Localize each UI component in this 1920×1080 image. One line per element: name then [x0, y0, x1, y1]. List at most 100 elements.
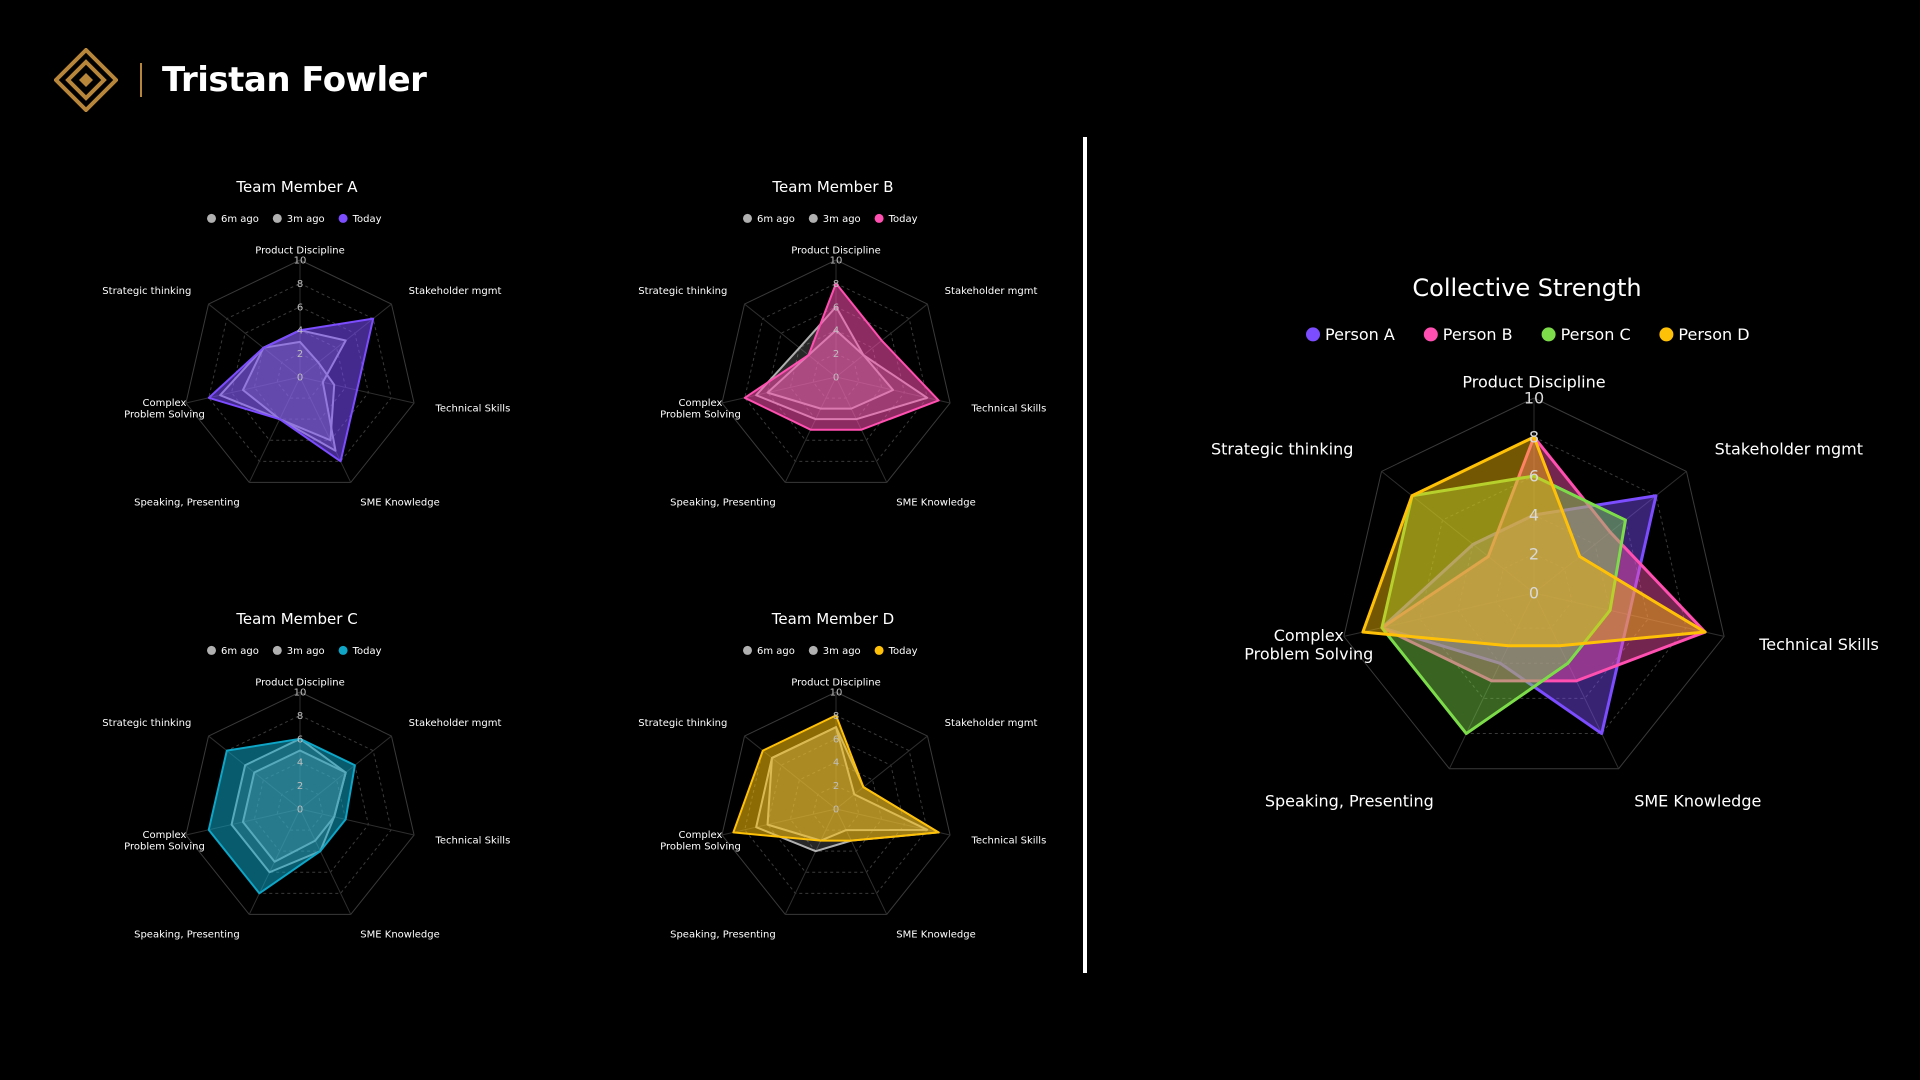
tick-label: 2 [833, 349, 839, 360]
axis-label-strategic-thinking: Strategic thinking [638, 286, 727, 297]
tick-label: 4 [833, 758, 839, 769]
axis-label-technical-skills: Technical Skills [971, 835, 1047, 846]
grid-ring [1343, 397, 1725, 770]
legend-item-3m-ago: 3m ago [808, 645, 861, 657]
axis-label-stakeholder-mgmt: Stakeholder mgmt [1715, 440, 1863, 459]
series-area-today [207, 737, 356, 895]
axis-label-sme-knowledge: SME Knowledge [896, 930, 975, 941]
tick-label: 10 [830, 688, 843, 699]
tick-label: 8 [1529, 428, 1539, 447]
axis-label-sme-knowledge: SME Knowledge [360, 498, 439, 509]
axis-label-product-discipline: Product Discipline [1462, 373, 1605, 392]
axis-label-complex-problem-solving: Complex Problem Solving [660, 398, 741, 421]
radar-chart-member-b: Team Member B 6m ago 3m ago Today 0 2 4 6 8 10Pro… [638, 178, 1047, 509]
grid-ring [767, 306, 905, 441]
legend-swatch [874, 645, 884, 655]
tick-label: 2 [1529, 545, 1539, 564]
legend-item-6m-ago: 6m ago [207, 213, 259, 225]
vertical-divider [1083, 137, 1087, 973]
radar-chart-member-c: Team Member C 6m ago 3m ago Today 0 2 4 6 8 10Pro… [102, 610, 510, 941]
tick-label: 10 [1524, 389, 1544, 408]
legend-item-3m-ago: 3m ago [808, 213, 861, 225]
legend-label: Person D [1678, 325, 1749, 344]
tick-label: 10 [294, 688, 307, 699]
axis-label-speaking-presenting: Speaking, Presenting [670, 930, 776, 941]
series-area-person-a [1380, 494, 1658, 736]
radar-chart-collective: Collective Strength Person A Person B Perso… [1211, 274, 1879, 811]
grid-ring [185, 691, 415, 915]
axis-label-stakeholder-mgmt: Stakeholder mgmt [409, 286, 502, 297]
grid-ring [1381, 436, 1687, 735]
legend-swatch [338, 213, 348, 223]
legend-swatch [1659, 327, 1674, 342]
axis-label-stakeholder-mgmt: Stakeholder mgmt [409, 718, 502, 729]
legend-item-today: Today [338, 213, 382, 225]
legend: 6m ago 3m ago Today [207, 213, 382, 225]
tick-label: 4 [1529, 506, 1539, 525]
chart-title: Collective Strength [1412, 274, 1641, 302]
chart-title: Team Member B [771, 178, 893, 196]
logo-diamond-icon [54, 48, 118, 112]
legend-label: 3m ago [287, 214, 325, 225]
legend-item-6m-ago: 6m ago [207, 645, 259, 657]
axis-label-sme-knowledge: SME Knowledge [1634, 792, 1761, 811]
tick-label: 10 [294, 256, 307, 267]
legend-item-today: Today [874, 213, 918, 225]
radar-chart-member-a: Team Member A 6m ago 3m ago Today 0 2 4 6 8 10Pro… [102, 178, 510, 509]
legend-label: 3m ago [823, 646, 861, 657]
legend-label: Today [888, 646, 918, 657]
axis-label-speaking-presenting: Speaking, Presenting [134, 930, 240, 941]
axis-label-stakeholder-mgmt: Stakeholder mgmt [945, 718, 1038, 729]
grid-ring [1419, 475, 1649, 699]
grid-ring [744, 282, 928, 462]
axis-label-sme-knowledge: SME Knowledge [896, 498, 975, 509]
axis-label-product-discipline: Product Discipline [791, 246, 881, 257]
axis-label-stakeholder-mgmt: Stakeholder mgmt [945, 286, 1038, 297]
legend-swatch [1423, 327, 1438, 342]
grid-spoke [1381, 471, 1535, 594]
axis-label-strategic-thinking: Strategic thinking [102, 286, 191, 297]
legend-item-person-b: Person B [1423, 325, 1513, 344]
legend-swatch [272, 213, 282, 223]
legend-label: Person A [1325, 325, 1395, 344]
axis-label-product-discipline: Product Discipline [255, 678, 345, 689]
legend-label: 6m ago [757, 646, 795, 657]
grid-ring [208, 282, 392, 462]
tick-label: 0 [297, 805, 303, 816]
tick-label: 2 [297, 781, 303, 792]
grid-ring [208, 714, 392, 894]
tick-label: 6 [833, 302, 839, 313]
series-area-today [732, 714, 940, 842]
grid-spoke [1343, 592, 1535, 637]
legend-label: 6m ago [221, 646, 259, 657]
axis-label-product-discipline: Product Discipline [791, 678, 881, 689]
chart-title: Team Member A [235, 178, 358, 196]
legend-label: Person B [1443, 325, 1513, 344]
legend: 6m ago 3m ago Today [743, 645, 918, 657]
axis-label-technical-skills: Technical Skills [971, 403, 1047, 414]
axis-label-strategic-thinking: Strategic thinking [638, 718, 727, 729]
legend-label: 6m ago [221, 214, 259, 225]
tick-label: 8 [297, 711, 303, 722]
tick-label: 4 [833, 326, 839, 337]
legend-swatch [1306, 327, 1320, 342]
legend-label: 6m ago [757, 214, 795, 225]
tick-label: 0 [1529, 584, 1539, 603]
legend-item-3m-ago: 3m ago [272, 213, 325, 225]
legend-item-6m-ago: 6m ago [743, 645, 795, 657]
chart-title: Team Member C [235, 610, 357, 628]
legend-item-person-c: Person C [1541, 325, 1631, 344]
grid-ring [744, 714, 928, 894]
axis-label-complex-problem-solving: Complex Problem Solving [124, 830, 205, 853]
legend-label: Today [352, 214, 382, 225]
tick-label: 2 [297, 349, 303, 360]
legend-swatch [1541, 327, 1556, 342]
legend: 6m ago 3m ago Today [207, 645, 382, 657]
axis-label-speaking-presenting: Speaking, Presenting [1265, 792, 1434, 811]
tick-label: 2 [833, 781, 839, 792]
legend-item-person-d: Person D [1659, 325, 1750, 344]
grid-ring [231, 306, 369, 441]
legend-swatch [808, 645, 818, 655]
legend-swatch [808, 213, 818, 223]
legend-label: Today [888, 214, 918, 225]
